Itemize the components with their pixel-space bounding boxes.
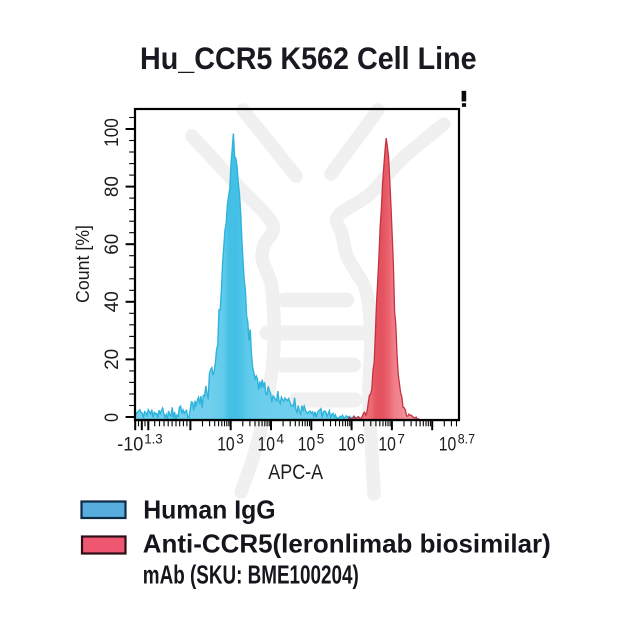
svg-text:100: 100 <box>101 118 123 147</box>
svg-text:10: 10 <box>217 434 235 456</box>
svg-text:1.3: 1.3 <box>144 432 163 447</box>
svg-text:mAb (SKU: BME100204): mAb (SKU: BME100204) <box>143 560 359 590</box>
svg-text:10: 10 <box>378 434 396 456</box>
svg-text:7: 7 <box>397 432 405 447</box>
svg-text:Hu_CCR5 K562 Cell Line: Hu_CCR5 K562 Cell Line <box>140 40 477 76</box>
svg-text:10: 10 <box>439 434 457 456</box>
svg-text:Anti-CCR5(leronlimab biosimila: Anti-CCR5(leronlimab biosimilar) <box>143 528 551 558</box>
svg-text:6: 6 <box>357 432 365 447</box>
svg-text:60: 60 <box>101 234 123 255</box>
svg-text:10: 10 <box>298 434 316 456</box>
svg-text:80: 80 <box>101 176 123 197</box>
svg-text:20: 20 <box>101 349 123 370</box>
svg-text:-10: -10 <box>117 434 143 456</box>
svg-text:0: 0 <box>101 413 123 422</box>
svg-text:5: 5 <box>317 432 325 447</box>
svg-text:Count [%]: Count [%] <box>72 225 93 303</box>
svg-text:10: 10 <box>338 434 356 456</box>
svg-text:10: 10 <box>258 434 276 456</box>
svg-text:Human IgG: Human IgG <box>143 495 275 525</box>
svg-text:APC-A: APC-A <box>268 460 323 484</box>
svg-text:4: 4 <box>277 432 285 447</box>
svg-text:40: 40 <box>101 291 123 312</box>
svg-text:3: 3 <box>236 432 244 447</box>
svg-text:8.7: 8.7 <box>458 432 475 447</box>
